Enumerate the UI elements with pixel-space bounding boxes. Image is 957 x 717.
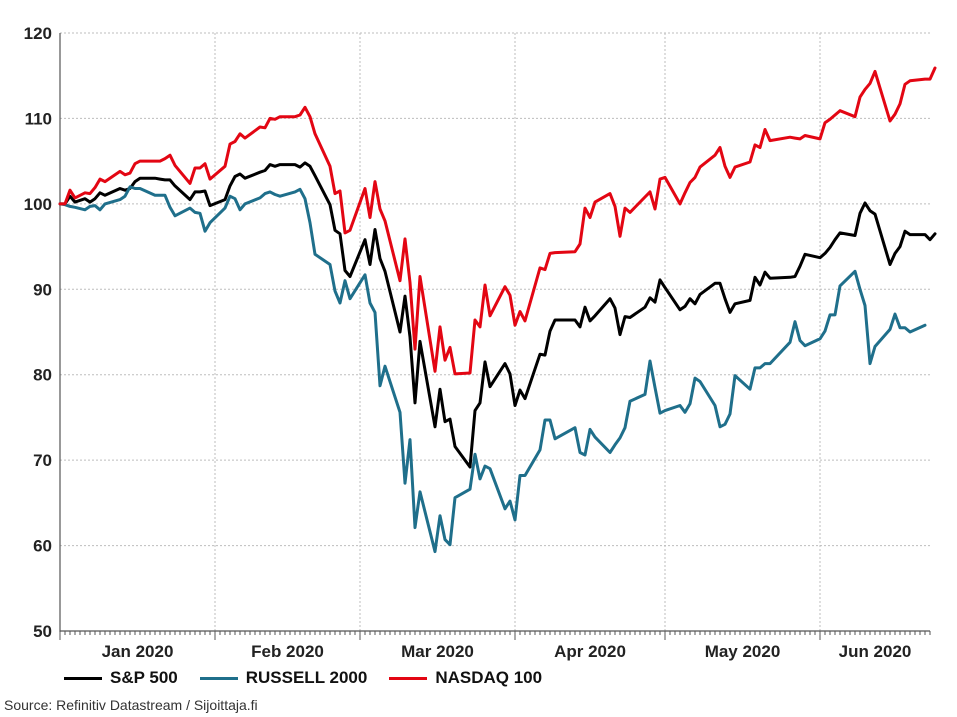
x-tick-label: Mar 2020 [401,642,474,661]
legend-label-nasdaq100: NASDAQ 100 [435,668,543,687]
legend-swatch-sp500 [64,676,102,680]
y-tick-label: 90 [33,280,52,299]
legend-swatch-nasdaq100 [389,676,428,680]
x-tick-label: Apr 2020 [554,642,626,661]
x-tick-label: Jun 2020 [839,642,912,661]
y-tick-label: 60 [33,537,52,556]
legend-item-nasdaq100: NASDAQ 100 [389,668,542,688]
legend-item-sp500: S&P 500 [64,668,178,688]
y-tick-label: 70 [33,451,52,470]
y-tick-label: 120 [24,24,52,43]
y-tick-label: 110 [25,109,52,128]
legend: S&P 500 RUSSELL 2000 NASDAQ 100 [64,668,542,688]
legend-swatch-russell2000 [199,676,238,680]
series-line-russell-2000 [58,185,927,554]
series-line-nasdaq-100 [58,66,937,376]
y-tick-label: 50 [33,622,52,641]
x-tick-label: Jan 2020 [102,642,174,661]
source-note: Source: Refinitiv Datastream / Sijoittaj… [4,697,258,713]
y-tick-label: 80 [33,366,52,385]
x-tick-label: Feb 2020 [251,642,324,661]
legend-label-russell2000: RUSSELL 2000 [245,668,368,687]
y-tick-label: 100 [24,195,52,214]
series-line-s-p-500 [58,161,937,469]
legend-item-russell2000: RUSSELL 2000 [199,668,368,688]
legend-label-sp500: S&P 500 [110,668,178,687]
x-tick-label: May 2020 [705,642,781,661]
